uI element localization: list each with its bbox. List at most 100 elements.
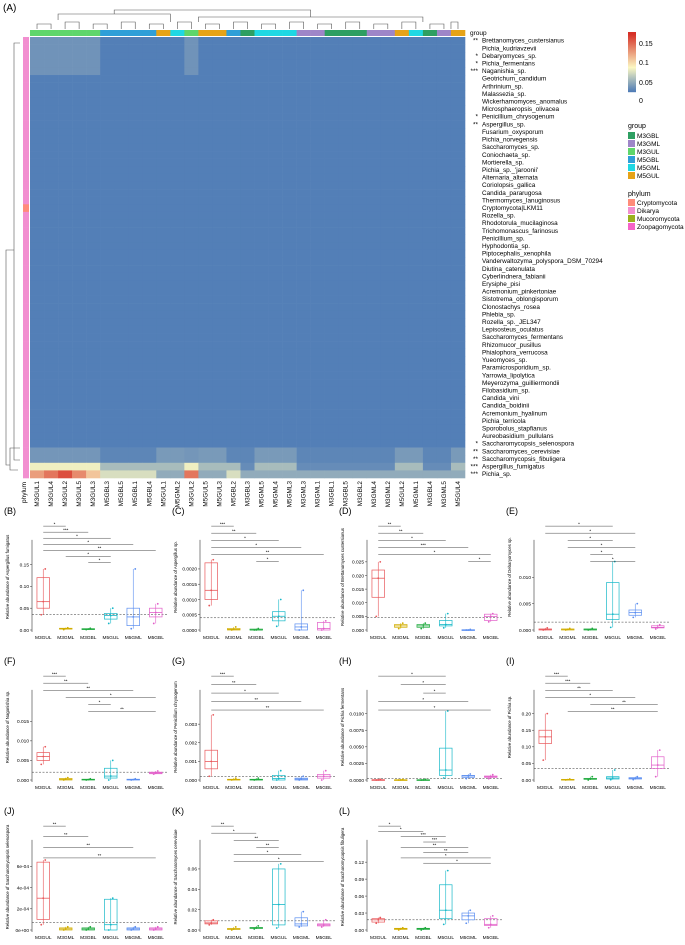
- heatmap-cell: [184, 432, 199, 441]
- significance-label: *: [87, 539, 89, 544]
- heatmap-column-label: M3GML2: [385, 481, 392, 508]
- heatmap-cell: [128, 75, 143, 83]
- data-point: [375, 922, 378, 925]
- heatmap-cell: [422, 363, 438, 372]
- data-point: [230, 929, 233, 931]
- heatmap-cell: [142, 82, 157, 91]
- heatmap-cell: [408, 166, 424, 175]
- heatmap-cell: [254, 280, 269, 289]
- heatmap-cell: [114, 67, 129, 76]
- heatmap-cell: [254, 439, 269, 448]
- group-annotation-cell: [394, 30, 410, 36]
- data-point: [42, 755, 45, 758]
- heatmap-cell: [394, 128, 410, 137]
- heatmap-cell: [30, 211, 45, 220]
- heatmap-cell: [114, 181, 129, 190]
- x-tick-label: M3GML: [225, 935, 242, 941]
- heatmap-cell: [436, 82, 452, 91]
- heatmap-cell: [170, 310, 185, 319]
- heatmap-cell: [72, 242, 87, 251]
- heatmap-cell: [240, 135, 255, 144]
- heatmap-row-label: Coniochaeta_sp.: [482, 152, 530, 159]
- heatmap-row-label: Wickerhamomyces_anomalus: [482, 99, 567, 106]
- data-point: [111, 759, 114, 762]
- heatmap-cell: [72, 135, 87, 144]
- heatmap-cell: [394, 333, 410, 342]
- heatmap-column-label: M3GUL5: [76, 481, 83, 507]
- data-point: [111, 607, 114, 610]
- heatmap-cell: [44, 37, 59, 45]
- heatmap-cell: [30, 363, 45, 372]
- significance-label: *: [422, 680, 424, 685]
- heatmap-cell: [184, 166, 199, 175]
- heatmap-cell: [436, 439, 452, 448]
- heatmap-cell: [422, 303, 438, 312]
- heatmap-cell: [366, 348, 382, 357]
- heatmap-cell: [352, 280, 368, 289]
- heatmap-cell: [352, 424, 368, 433]
- data-point: [109, 775, 112, 777]
- heatmap-cell: [436, 181, 452, 190]
- heatmap-cell: [394, 379, 410, 388]
- heatmap-cell: [408, 219, 424, 228]
- heatmap-cell: [58, 363, 73, 372]
- y-tick-label: 0.15: [20, 562, 30, 568]
- heatmap-cell: [114, 75, 129, 83]
- heatmap-cell: [436, 249, 452, 258]
- heatmap-cell: [436, 59, 452, 68]
- x-tick-label: M3GBL: [248, 635, 265, 641]
- heatmap-cell: [170, 143, 185, 152]
- heatmap-cell: [100, 310, 115, 319]
- heatmap-cell: [380, 143, 396, 152]
- heatmap-cell: [240, 120, 255, 129]
- heatmap-cell: [86, 394, 101, 403]
- heatmap-column-label: M3GBL1: [329, 481, 336, 507]
- heatmap-cell: [44, 227, 59, 235]
- colorbar-segment: [628, 84, 636, 86]
- heatmap-cell: [128, 227, 143, 235]
- heatmap-cell: [114, 196, 129, 205]
- heatmap-cell: [30, 470, 45, 479]
- heatmap-cell: [30, 257, 45, 266]
- heatmap-cell: [268, 363, 283, 372]
- heatmap-cell: [366, 356, 382, 365]
- heatmap-cell: [380, 424, 396, 433]
- heatmap-cell: [282, 44, 297, 53]
- heatmap-cell: [142, 211, 157, 220]
- heatmap-cell: [156, 249, 171, 258]
- heatmap-cell: [142, 470, 157, 479]
- heatmap-cell: [338, 75, 354, 83]
- heatmap-cell: [380, 295, 396, 304]
- heatmap-cell: [100, 143, 115, 152]
- heatmap-cell: [114, 424, 129, 433]
- x-tick-label: M3GUL: [370, 635, 387, 641]
- heatmap-cell: [394, 356, 410, 365]
- heatmap-cell: [44, 75, 59, 83]
- heatmap-cell: [394, 371, 410, 380]
- heatmap-cell: [282, 371, 297, 380]
- heatmap-cell: [366, 204, 382, 213]
- heatmap-cell: [44, 173, 59, 182]
- heatmap-cell: [86, 189, 101, 197]
- heatmap-cell: [198, 120, 213, 129]
- group-legend-swatch: [628, 156, 635, 163]
- data-point: [544, 735, 547, 738]
- heatmap-cell: [100, 128, 115, 137]
- heatmap-cell: [296, 303, 311, 312]
- heatmap-cell: [212, 105, 227, 114]
- heatmap-cell: [324, 333, 340, 342]
- heatmap-cell: [44, 257, 59, 266]
- heatmap-cell: [422, 219, 438, 228]
- heatmap-cell: [142, 363, 157, 372]
- heatmap-cell: [394, 394, 410, 403]
- heatmap-cell: [366, 325, 382, 334]
- heatmap-cell: [86, 303, 101, 312]
- significance-label: *: [267, 557, 269, 562]
- data-point: [154, 772, 157, 774]
- heatmap-cell: [310, 166, 325, 175]
- heatmap-cell: [324, 287, 340, 296]
- y-axis-label: Relative abundance of Aspergillus sp.: [173, 541, 178, 613]
- data-point: [152, 773, 155, 776]
- heatmap-cell: [114, 272, 129, 281]
- heatmap-cell: [128, 82, 143, 91]
